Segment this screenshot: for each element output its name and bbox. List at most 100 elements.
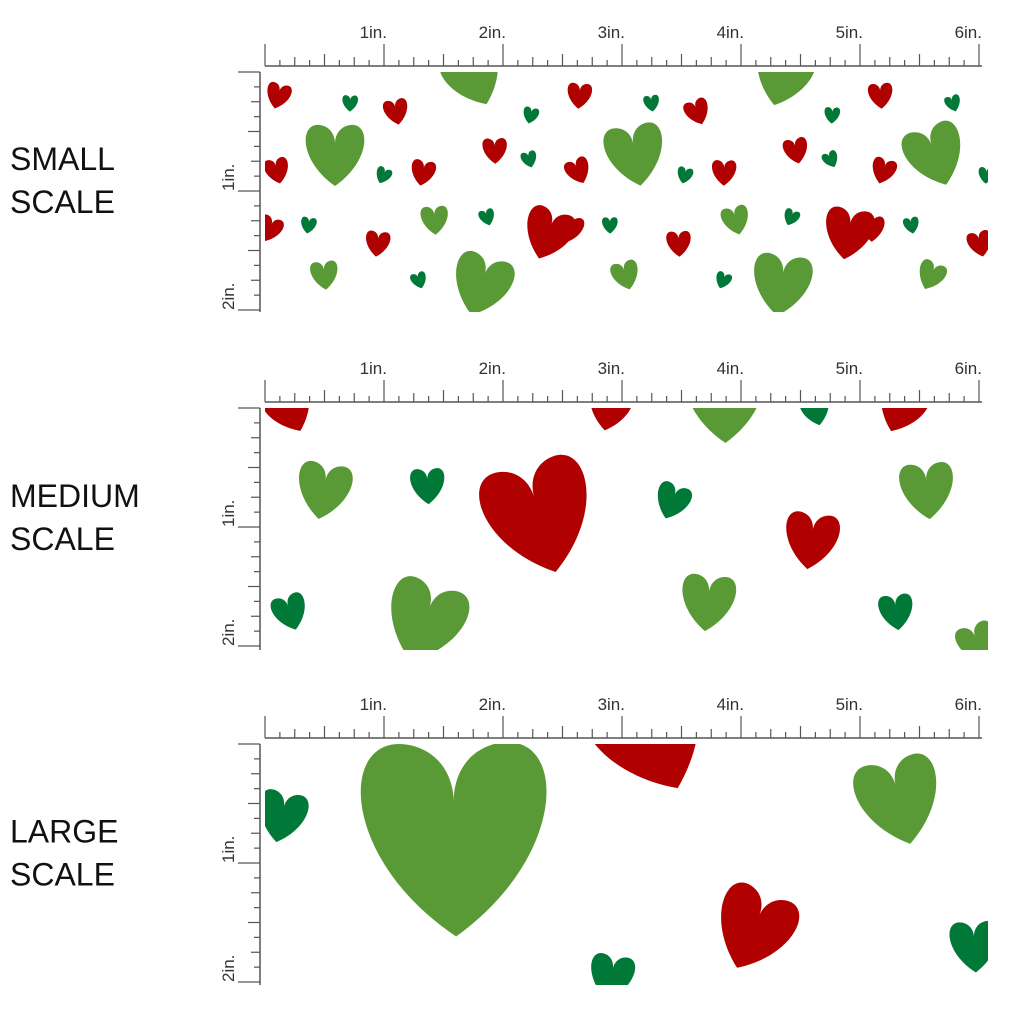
heart <box>301 216 317 234</box>
scale-panel: LARGE SCALE 1in. 2in. 3in. 4in. 5in. 6in. 1in. 2i… <box>10 695 988 985</box>
ruler-label: 2in. <box>479 23 506 42</box>
heart <box>265 214 284 242</box>
ruler-label: 5in. <box>836 695 863 714</box>
heart <box>134 247 211 326</box>
heart <box>520 150 537 168</box>
ruler-label: 1in. <box>219 500 238 527</box>
heart <box>821 150 838 168</box>
scale-label: SMALL <box>10 141 115 177</box>
heart <box>754 252 813 312</box>
heart <box>9 260 38 290</box>
heart <box>683 97 708 125</box>
ruler-label: 5in. <box>836 359 863 378</box>
heart <box>944 94 960 112</box>
heart <box>138 39 210 112</box>
scale-panel: MEDIUM SCALE 1in. 2in. 3in. 4in. 5in. 6in. 1in. 2… <box>10 359 988 650</box>
heart <box>360 744 547 937</box>
heart <box>482 138 507 164</box>
heart <box>342 95 358 112</box>
heart <box>267 81 292 109</box>
heart <box>382 98 408 125</box>
ruler-label: 1in. <box>360 359 387 378</box>
heart <box>299 460 353 519</box>
heart <box>523 106 540 124</box>
heart <box>391 576 470 650</box>
ruler-label: 4in. <box>717 695 744 714</box>
fabric-bg <box>265 408 988 650</box>
scale-label: SCALE <box>10 521 115 557</box>
fabric-pattern <box>265 744 988 985</box>
scale-label: SCALE <box>10 857 115 893</box>
heart <box>219 105 240 126</box>
heart <box>603 122 663 186</box>
ruler-label: 3in. <box>598 23 625 42</box>
heart <box>657 481 692 519</box>
heart <box>610 259 638 290</box>
heart <box>265 156 288 184</box>
heart <box>180 137 208 166</box>
ruler-label: 1in. <box>219 836 238 863</box>
heart <box>410 468 445 505</box>
heart <box>310 260 338 290</box>
heart <box>177 208 195 226</box>
heart <box>901 120 961 185</box>
heart <box>366 230 391 257</box>
heart <box>118 205 148 236</box>
heart <box>1011 159 1024 188</box>
heart <box>860 216 885 242</box>
heart <box>899 462 953 520</box>
heart <box>966 229 988 257</box>
heart <box>666 231 691 257</box>
heart <box>919 259 947 289</box>
heart <box>265 408 310 431</box>
ruler-label: 3in. <box>598 695 625 714</box>
heart <box>410 271 426 289</box>
heart <box>82 99 107 125</box>
ruler-label: 6in. <box>955 695 982 714</box>
heart <box>270 592 305 630</box>
heart <box>978 167 988 184</box>
ruler-label: 2in. <box>479 695 506 714</box>
heart <box>478 208 494 226</box>
heart <box>39 94 58 113</box>
heart <box>949 920 988 973</box>
ruler-label: 2in. <box>479 359 506 378</box>
ruler-label: 1in. <box>219 164 238 191</box>
heart <box>61 228 92 259</box>
heart <box>784 208 801 226</box>
ruler-label: 4in. <box>717 359 744 378</box>
heart <box>581 744 700 789</box>
heart <box>411 159 437 186</box>
heart <box>720 204 748 235</box>
ruler-label: 2in. <box>219 619 238 646</box>
ruler-label: 1in. <box>360 695 387 714</box>
heart <box>376 166 393 184</box>
heart <box>1019 202 1024 239</box>
heart <box>853 753 937 844</box>
heart <box>643 94 659 112</box>
heart <box>721 882 800 968</box>
heart <box>716 271 733 289</box>
heart <box>602 217 618 234</box>
heart <box>1015 271 1024 290</box>
heart <box>420 205 448 235</box>
heart <box>567 82 593 109</box>
heart <box>902 216 919 234</box>
ruler-label: 1in. <box>360 23 387 42</box>
fabric-pattern <box>9 39 1024 326</box>
heart <box>109 271 127 290</box>
ruler-label: 4in. <box>717 23 744 42</box>
heart <box>439 72 498 105</box>
heart <box>786 511 841 570</box>
heart <box>265 789 309 843</box>
heart <box>872 156 898 184</box>
heart <box>559 215 585 242</box>
ruler-label: 6in. <box>955 359 982 378</box>
heart <box>712 160 737 186</box>
heart <box>589 408 634 431</box>
heart <box>757 72 816 106</box>
scale-label: LARGE <box>10 814 118 850</box>
heart <box>878 593 913 631</box>
heart <box>456 251 515 312</box>
ruler-label: 2in. <box>219 283 238 310</box>
